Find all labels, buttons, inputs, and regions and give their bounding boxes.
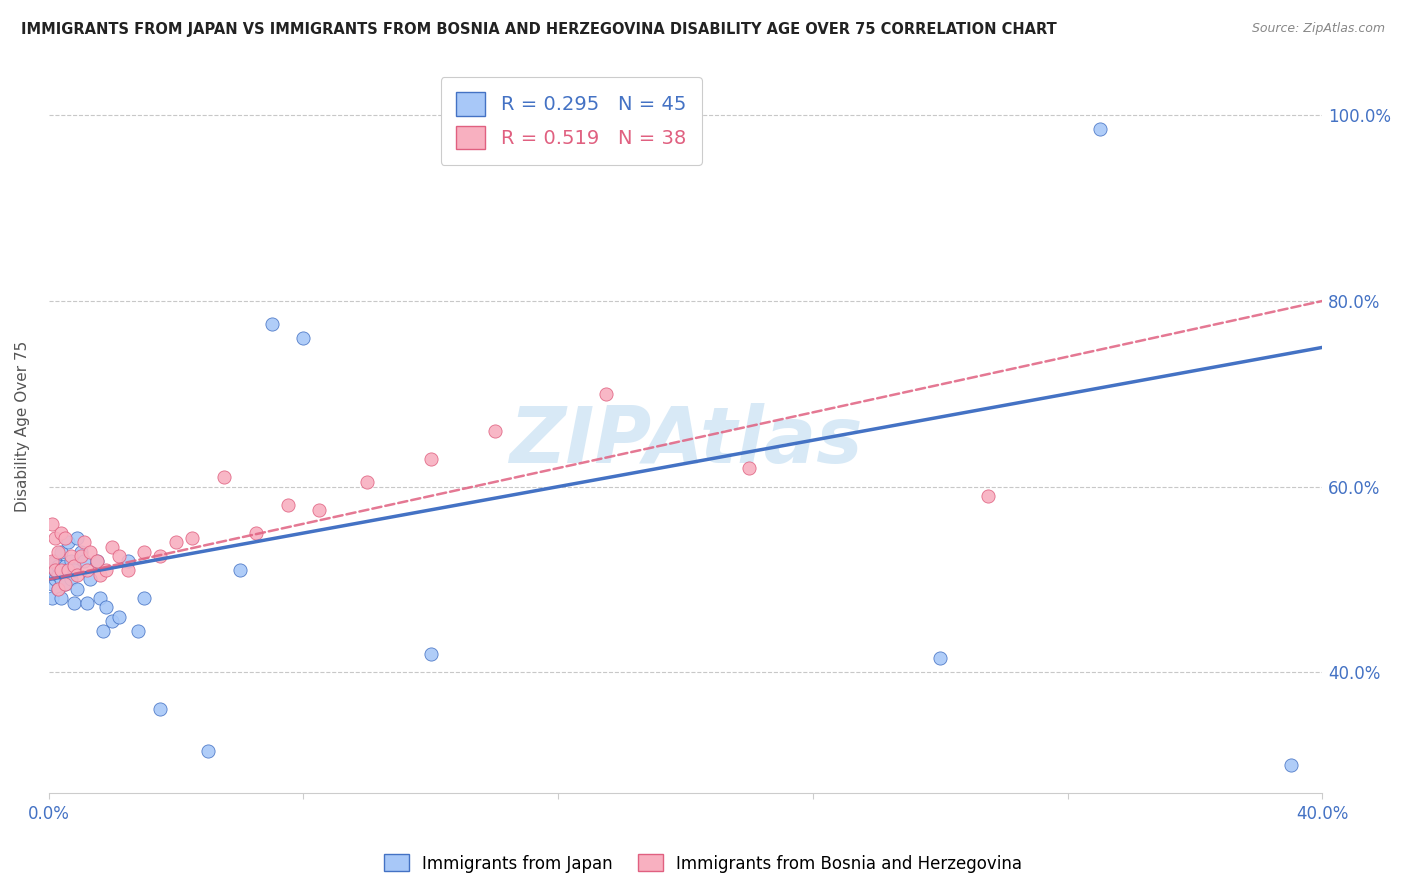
Point (41, 516, 63, 531)
Point (63, 558, 86, 573)
Point (94, 563, 117, 577)
Point (76, 596, 98, 610)
Point (292, 331, 315, 345)
Point (79, 544, 101, 558)
Point (356, 475, 378, 489)
Point (127, 624, 149, 638)
Point (86, 554, 108, 568)
Point (181, 531, 204, 545)
Point (44, 531, 66, 545)
Point (53, 577, 76, 591)
Point (41, 591, 63, 605)
Point (149, 702, 172, 716)
Point (69, 544, 91, 558)
Point (60, 554, 83, 568)
Point (738, 461, 761, 475)
Point (46, 544, 69, 558)
Text: IMMIGRANTS FROM JAPAN VS IMMIGRANTS FROM BOSNIA AND HERZEGOVINA DISABILITY AGE O: IMMIGRANTS FROM JAPAN VS IMMIGRANTS FROM… (21, 22, 1057, 37)
Point (56, 563, 79, 577)
Point (94, 600, 117, 615)
Point (1088, 122, 1111, 136)
Point (46, 558, 69, 573)
Point (134, 544, 156, 558)
Y-axis label: Disability Age Over 75: Disability Age Over 75 (15, 341, 30, 512)
Point (419, 451, 441, 466)
Point (101, 614, 124, 628)
Point (929, 651, 952, 665)
Point (51, 544, 73, 558)
Point (41, 554, 63, 568)
Point (245, 526, 267, 541)
Text: Source: ZipAtlas.com: Source: ZipAtlas.com (1251, 22, 1385, 36)
Legend: R = 0.295   N = 45, R = 0.519   N = 38: R = 0.295 N = 45, R = 0.519 N = 38 (440, 77, 702, 165)
Point (46, 582, 69, 596)
Point (66, 582, 89, 596)
Point (212, 470, 235, 484)
Point (53, 577, 76, 591)
Point (44, 563, 66, 577)
Point (86, 554, 108, 568)
Point (91, 624, 114, 638)
Point (63, 596, 86, 610)
Point (53, 567, 76, 582)
Point (63, 563, 86, 577)
Point (60, 549, 83, 564)
Point (46, 582, 69, 596)
Point (76, 563, 98, 577)
Point (419, 647, 441, 661)
Point (41, 567, 63, 582)
Point (977, 489, 1000, 503)
Point (56, 535, 79, 549)
Point (56, 563, 79, 577)
Point (69, 549, 91, 564)
Point (229, 563, 252, 577)
Point (165, 535, 187, 549)
Point (89, 591, 111, 605)
Point (595, 386, 617, 401)
Point (117, 554, 139, 568)
Point (107, 609, 129, 624)
Point (53, 558, 76, 573)
Point (89, 567, 111, 582)
Point (44, 554, 66, 568)
Point (51, 563, 73, 577)
Point (79, 573, 101, 587)
Point (101, 540, 124, 554)
Point (117, 563, 139, 577)
Point (1279, 758, 1302, 772)
Point (66, 567, 89, 582)
Point (53, 531, 76, 545)
Point (484, 424, 506, 438)
Point (44, 563, 66, 577)
Point (41, 577, 63, 591)
Point (73, 535, 96, 549)
Point (44, 573, 66, 587)
Point (134, 591, 156, 605)
Point (51, 591, 73, 605)
Point (46, 567, 69, 582)
Point (51, 526, 73, 541)
Point (51, 573, 73, 587)
Point (197, 744, 219, 758)
Point (308, 503, 330, 517)
Point (277, 498, 299, 512)
Point (73, 554, 96, 568)
Point (66, 531, 89, 545)
Text: ZIPAtlas: ZIPAtlas (509, 403, 862, 479)
Point (260, 317, 283, 331)
Legend: Immigrants from Japan, Immigrants from Bosnia and Herzegovina: Immigrants from Japan, Immigrants from B… (377, 847, 1029, 880)
Point (60, 573, 83, 587)
Point (149, 549, 172, 564)
Point (107, 549, 129, 564)
